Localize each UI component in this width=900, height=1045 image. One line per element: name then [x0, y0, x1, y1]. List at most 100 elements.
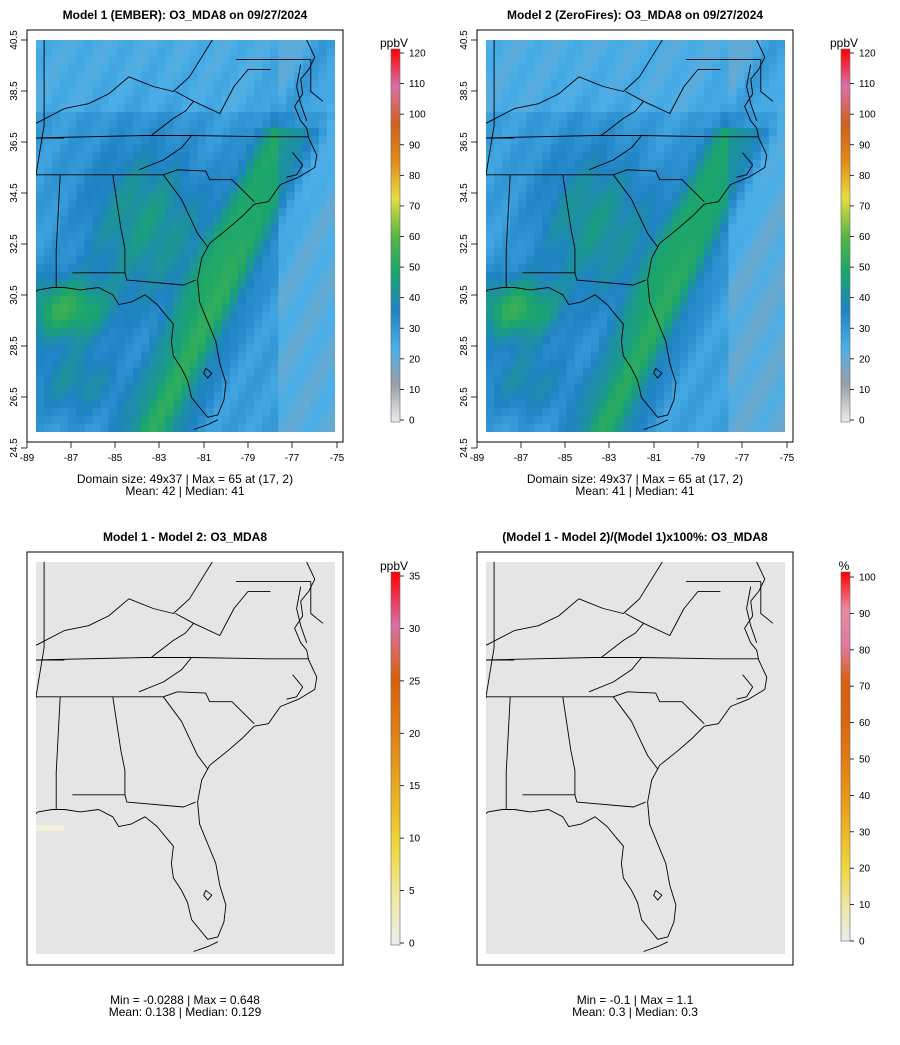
heatmap-cell: [36, 360, 45, 369]
panel3-colorbar-unit: ppbV: [380, 559, 408, 573]
heatmap-cell: [318, 48, 328, 57]
heatmap-cell: [68, 328, 77, 337]
heatmap-cell: [149, 256, 158, 265]
heatmap-cell: [696, 304, 705, 313]
heatmap-cell: [165, 376, 174, 385]
heatmap-cell: [502, 392, 511, 401]
heatmap-cell: [776, 280, 785, 289]
heatmap-cell: [108, 136, 118, 145]
heatmap-cell: [655, 272, 665, 281]
heatmap-cell: [213, 112, 223, 121]
heatmap-cell: [663, 136, 673, 145]
heatmap-cell: [318, 72, 328, 81]
heatmap-cell: [310, 128, 320, 137]
heatmap-cell: [663, 312, 673, 321]
heatmap-cell: [712, 336, 721, 345]
heatmap-cell: [278, 240, 288, 249]
heatmap-cell: [124, 288, 134, 297]
heatmap-cell: [679, 232, 689, 241]
wv-va-border: [643, 590, 721, 636]
heatmap-cell: [238, 160, 247, 169]
heatmap-cell: [254, 400, 263, 409]
heatmap-cell: [100, 400, 110, 409]
heatmap-cell: [108, 112, 118, 121]
heatmap-cell: [221, 208, 231, 217]
heatmap-cell: [663, 160, 673, 169]
heatmap-cell: [254, 352, 263, 361]
heatmap-cell: [591, 184, 600, 193]
heatmap-cell: [639, 152, 649, 161]
heatmap-cell: [647, 192, 657, 201]
heatmap-cell: [494, 352, 503, 361]
panel3-gulf-hotspot: [36, 825, 64, 831]
heatmap-cell: [663, 416, 673, 425]
heatmap-cell: [100, 152, 110, 161]
heatmap-cell: [68, 296, 77, 305]
heatmap-cell: [254, 384, 263, 393]
heatmap-cell: [655, 280, 665, 289]
delmarva: [760, 581, 774, 624]
heatmap-cell: [229, 48, 239, 57]
heatmap-cell: [574, 192, 584, 201]
heatmap-cell: [326, 400, 335, 409]
heatmap-cell: [566, 416, 576, 425]
heatmap-cell: [213, 88, 223, 97]
heatmap-cell: [100, 88, 110, 97]
heatmap-cell: [704, 288, 713, 297]
heatmap-cell: [157, 240, 166, 249]
heatmap-cell: [655, 80, 665, 89]
heatmap-cell: [84, 120, 94, 129]
heatmap-cell: [302, 192, 312, 201]
nc-sc-border: [589, 691, 705, 725]
heatmap-cell: [60, 248, 69, 257]
heatmap-cell: [262, 360, 271, 369]
heatmap-cell: [671, 120, 681, 129]
heatmap-cell: [623, 48, 633, 57]
heatmap-cell: [623, 424, 633, 432]
heatmap-cell: [108, 424, 118, 432]
heatmap-cell: [720, 80, 730, 89]
heatmap-cell: [615, 392, 624, 401]
heatmap-cell: [229, 200, 239, 209]
heatmap-cell: [278, 368, 288, 377]
heatmap-cell: [550, 264, 560, 273]
heatmap-cell: [655, 88, 665, 97]
heatmap-cell: [720, 344, 730, 353]
heatmap-cell: [526, 272, 536, 281]
heatmap-cell: [246, 64, 255, 73]
heatmap-cell: [302, 184, 312, 193]
heatmap-cell: [262, 64, 271, 73]
heatmap-cell: [663, 144, 673, 153]
heatmap-cell: [502, 208, 511, 217]
heatmap-cell: [326, 272, 335, 281]
heatmap-cell: [36, 104, 45, 113]
heatmap-cell: [510, 248, 519, 257]
heatmap-cell: [752, 112, 762, 121]
heatmap-cell: [157, 264, 166, 273]
heatmap-cell: [108, 416, 118, 425]
heatmap-cell: [704, 312, 713, 321]
heatmap-cell: [582, 48, 592, 57]
heatmap-cell: [615, 368, 624, 377]
heatmap-cell: [776, 384, 785, 393]
heatmap-cell: [591, 112, 600, 121]
heatmap-cell: [728, 208, 738, 217]
heatmap-cell: [599, 152, 608, 161]
heatmap-cell: [631, 256, 641, 265]
heatmap-cell: [92, 384, 102, 393]
heatmap-cell: [141, 328, 150, 337]
heatmap-cell: [294, 64, 304, 73]
heatmap-cell: [124, 240, 134, 249]
heatmap-cell: [254, 160, 263, 169]
heatmap-cell: [100, 336, 110, 345]
heatmap-cell: [696, 344, 705, 353]
heatmap-cell: [132, 416, 142, 425]
heatmap-cell: [712, 112, 721, 121]
heatmap-cell: [688, 168, 697, 177]
heatmap-cell: [84, 240, 94, 249]
heatmap-cell: [574, 64, 584, 73]
heatmap-cell: [647, 48, 657, 57]
heatmap-cell: [582, 192, 592, 201]
heatmap-cell: [688, 392, 697, 401]
heatmap-cell: [116, 216, 126, 225]
